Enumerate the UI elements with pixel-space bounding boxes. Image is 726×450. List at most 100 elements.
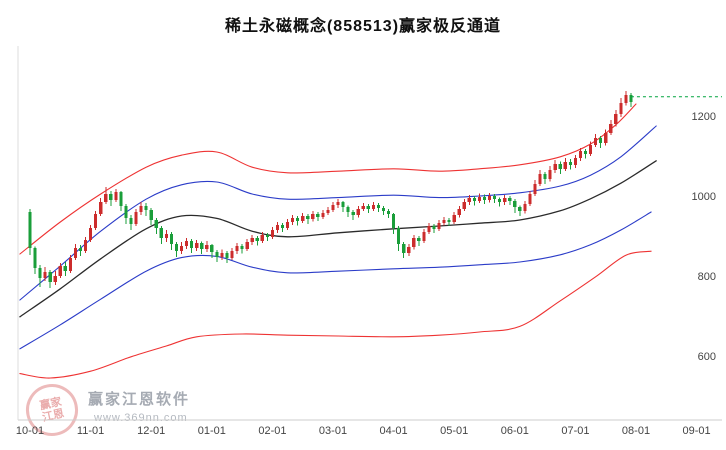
candle-body <box>129 218 133 224</box>
candle-body <box>89 228 93 240</box>
candle-body <box>629 95 633 102</box>
candle-body <box>553 164 557 170</box>
candle-body <box>594 138 598 145</box>
candle-body <box>124 206 128 218</box>
candle-body <box>422 232 426 241</box>
candle-body <box>63 266 67 272</box>
candle-body <box>447 220 451 222</box>
y-axis-label: 800 <box>698 271 716 283</box>
candle-body <box>604 132 608 144</box>
candle-body <box>275 224 279 230</box>
candle-body <box>169 234 173 244</box>
candle-body <box>624 95 628 104</box>
candle-body <box>154 220 158 228</box>
candle-body <box>235 246 239 252</box>
candle-body <box>614 114 618 124</box>
x-axis-label: 11-01 <box>77 425 104 437</box>
candle-body <box>316 214 320 217</box>
candle-body <box>518 207 522 212</box>
candle-body <box>225 252 229 258</box>
candle-body <box>538 174 542 184</box>
band-middle-black <box>19 160 657 318</box>
candle-body <box>291 218 295 222</box>
candle-body <box>331 204 335 210</box>
x-axis-label: 10-01 <box>16 425 44 437</box>
candle-body <box>533 184 537 194</box>
channel-bands <box>19 103 657 379</box>
candle-body <box>548 170 552 180</box>
candle-body <box>351 212 355 216</box>
candle-body <box>452 215 456 222</box>
candle-body <box>179 246 184 252</box>
candle-body <box>260 235 264 241</box>
x-axis-label: 06-01 <box>501 425 529 437</box>
candle-body <box>543 174 547 180</box>
candle-body <box>381 208 386 212</box>
candle-body <box>482 196 487 200</box>
candle-body <box>114 192 118 200</box>
candle-body <box>568 162 572 165</box>
candle-body <box>58 266 62 276</box>
candle-body <box>210 244 214 252</box>
candle-body <box>190 240 194 248</box>
candle-body <box>493 196 497 200</box>
band-upper-red <box>19 103 637 255</box>
candle-body <box>28 212 32 248</box>
x-axis-label: 12-01 <box>137 425 165 437</box>
candle-body <box>392 214 396 228</box>
watermark: 赢家 江恩 赢家江恩软件 www.369nn.com <box>21 379 191 441</box>
watermark-brand: 赢家江恩软件 <box>88 391 191 408</box>
candle-body <box>164 234 168 238</box>
candle-body <box>144 206 148 210</box>
candle-body <box>336 202 340 205</box>
x-axis-label: 02-01 <box>258 425 286 437</box>
candle-body <box>402 244 406 253</box>
candle-body <box>588 144 593 154</box>
candle-body <box>467 198 471 202</box>
band-lower-red <box>19 250 652 379</box>
candle-body <box>159 228 163 238</box>
x-axis-label: 07-01 <box>561 425 589 437</box>
candle-body <box>68 258 72 272</box>
candle-body <box>205 244 209 249</box>
band-lower-blue <box>19 211 652 350</box>
candle-body <box>270 230 274 237</box>
candle-body <box>195 243 199 248</box>
candle-body <box>583 151 588 154</box>
candle-body <box>341 202 345 208</box>
candle-body <box>78 248 83 252</box>
candle-body <box>361 206 365 209</box>
candle-body <box>427 226 431 232</box>
candle-body <box>508 198 512 201</box>
candle-body <box>38 268 42 278</box>
candle-body <box>245 242 249 249</box>
candle-body <box>53 276 57 282</box>
candle-body <box>578 151 582 158</box>
candle-body <box>366 206 370 209</box>
candle-body <box>412 238 416 248</box>
candle-body <box>149 210 153 220</box>
candle-body <box>599 138 603 144</box>
x-axis-label: 09-01 <box>683 425 711 437</box>
candle-body <box>265 235 269 237</box>
candle-body <box>33 248 37 268</box>
candle-body <box>457 208 461 216</box>
candle-body <box>462 202 466 209</box>
candle-body <box>407 247 411 253</box>
candle-body <box>397 228 401 244</box>
candle-body <box>139 206 143 212</box>
candle-body <box>134 212 138 224</box>
candle-body <box>321 212 325 217</box>
candle-body <box>386 211 391 214</box>
candle-body <box>528 194 532 204</box>
candle-body <box>442 220 446 224</box>
candle-body <box>220 252 224 257</box>
candle-body <box>376 204 380 208</box>
candle-body <box>174 244 178 252</box>
candle-body <box>285 222 290 228</box>
candle-body <box>346 207 350 212</box>
candle-body <box>477 196 481 201</box>
watermark-url: www.369nn.com <box>94 412 188 424</box>
